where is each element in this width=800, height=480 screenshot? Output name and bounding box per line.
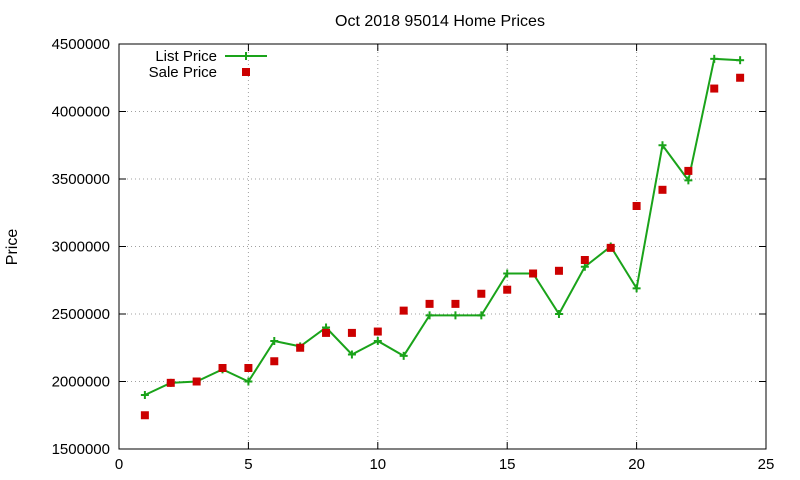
list-price-point: [425, 311, 434, 320]
tick-layer: 0 5 10 15 20 25 1500000 2000000 2500000 3000000 35…: [52, 36, 775, 473]
sale-price-point: [580, 256, 589, 264]
plot-border: [118, 43, 767, 450]
sale-price-point: [347, 328, 356, 337]
y-tick-label: 4500000: [52, 36, 110, 53]
sale-price-point: [296, 343, 305, 352]
sale-price-point: [373, 327, 382, 336]
plot-frame: [118, 43, 767, 450]
y-tick-label: 2500000: [52, 306, 110, 323]
x-tick-label: 0: [115, 456, 123, 473]
list-price-point: [270, 337, 279, 345]
y-tick-label: 3500000: [52, 171, 110, 188]
sale-price-point: [140, 411, 149, 420]
list-price-point: [710, 54, 719, 63]
sale-price-point: [684, 166, 693, 175]
sale-price-point: [192, 377, 201, 386]
legend-label-sale-price: Sale Price: [149, 64, 217, 81]
list-price-point: [347, 350, 356, 359]
y-axis-label: Price: [4, 229, 21, 266]
sale-price-point: [244, 364, 253, 372]
list-price-point: [554, 310, 563, 318]
list-price-point: [244, 377, 253, 386]
x-tick-label: 25: [758, 456, 775, 473]
x-tick-label: 20: [628, 456, 645, 473]
y-tick-label: 3000000: [52, 239, 110, 256]
y-tick-label: 1500000: [52, 441, 110, 458]
sale-price-point: [658, 185, 667, 194]
sale-price-point: [270, 357, 279, 366]
sale-price-point: [166, 378, 175, 387]
list-price-point: [451, 311, 460, 320]
sale-price-point: [322, 328, 331, 337]
x-tick-label: 10: [369, 456, 386, 473]
list-price-point: [632, 284, 641, 293]
legend-marker-sale-price: [242, 68, 250, 76]
x-tick-label: 15: [499, 456, 516, 473]
legend-label-list-price: List Price: [155, 48, 217, 65]
sale-price-point: [529, 269, 538, 278]
sale-price-point: [477, 289, 486, 298]
list-price-point: [580, 262, 589, 271]
list-price-point: [373, 337, 382, 345]
list-price-point: [140, 391, 149, 399]
list-price-point: [477, 311, 486, 320]
sale-price-point: [632, 202, 641, 210]
list-price-point: [399, 351, 408, 360]
sale-price-point: [425, 299, 434, 308]
sale-price-point: [503, 285, 512, 294]
sale-price-point: [710, 84, 719, 93]
sale-price-point: [606, 243, 615, 252]
sale-price-point: [451, 299, 460, 308]
list-price-point: [736, 56, 745, 65]
list-price-point: [658, 141, 667, 150]
sale-price-point: [399, 306, 408, 315]
sale-price-point: [736, 73, 745, 82]
list-price-point: [503, 269, 512, 278]
chart-title: Oct 2018 95014 Home Prices: [335, 13, 545, 30]
x-tick-label: 5: [244, 456, 252, 473]
y-tick-label: 4000000: [52, 104, 110, 121]
series-layer: [140, 54, 745, 420]
grid-layer: [119, 44, 766, 449]
y-tick-label: 2000000: [52, 374, 110, 391]
sale-price-point: [554, 266, 563, 275]
list-price-line: [144, 57, 741, 396]
list-price-point: [684, 176, 693, 185]
sale-price-point: [218, 364, 227, 372]
